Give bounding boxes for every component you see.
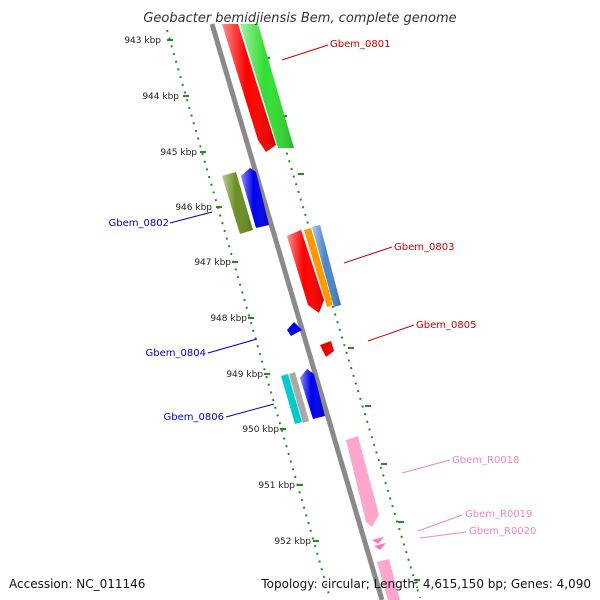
gene-steelblue-forward[interactable] [312,225,341,307]
genome-summary-text: Topology: circular; Length: 4,615,150 bp… [261,577,591,591]
gene-gbem-r0018[interactable] [346,436,379,527]
gene-green-forward[interactable] [240,24,294,148]
gene-pink-bottom[interactable] [377,559,400,600]
label-gbem-0803[interactable]: Gbem_0803 [394,242,454,253]
tick-labels: 943 kbp 944 kbp 945 kbp 946 kbp 947 kbp … [124,36,311,547]
leader-line [417,514,463,532]
tick-label: 946 kbp [175,203,212,213]
tick-label: 944 kbp [142,92,179,102]
gene-orange-forward[interactable] [304,228,333,307]
leader-line [401,459,451,474]
label-gbem-0806[interactable]: Gbem_0806 [164,412,224,423]
genome-backbone [209,23,385,600]
gene-gray-reverse[interactable] [289,372,309,423]
tick-label: 943 kbp [124,36,161,46]
tick-label: 947 kbp [194,258,231,268]
leader-line [367,324,415,342]
tick-label: 950 kbp [242,425,279,435]
major-ticks [167,39,420,581]
leader-line [419,531,467,539]
label-gbem-0805[interactable]: Gbem_0805 [416,320,476,331]
leader-line [343,246,393,264]
gene-gbem-0803[interactable] [287,230,324,313]
gene-cyan-reverse[interactable] [281,374,302,424]
leader-line [225,403,275,418]
label-gbem-r0019[interactable]: Gbem_R0019 [465,509,532,520]
leader-line [207,338,258,354]
gene-gbem-0805[interactable] [320,341,334,357]
gene-gbem-0802[interactable] [241,168,269,228]
label-gbem-r0018[interactable]: Gbem_R0018 [452,455,519,466]
leader-line [281,44,329,61]
label-gbem-r0020[interactable]: Gbem_R0020 [469,526,536,537]
tick-label: 948 kbp [210,314,247,324]
tick-label: 949 kbp [226,370,263,380]
gene-gbem-0801[interactable] [222,24,276,152]
leader-line [169,211,213,224]
gene-gbem-r0019[interactable] [372,537,384,544]
tick-label: 951 kbp [258,481,295,491]
accession-text: Accession: NC_011146 [9,577,146,591]
leader-lines [169,44,467,539]
label-gbem-0802[interactable]: Gbem_0802 [109,218,169,229]
tick-label: 945 kbp [160,148,197,158]
label-gbem-0804[interactable]: Gbem_0804 [146,348,206,359]
map-title: Geobacter bemidjiensis Bem, complete gen… [143,11,456,26]
right-tick-rail [249,29,421,599]
gene-gbem-0804[interactable] [287,322,302,336]
gene-olive-reverse[interactable] [222,172,253,234]
tick-label: 952 kbp [274,537,311,547]
gene-gbem-r0020[interactable] [374,543,386,550]
left-tick-rail [166,29,331,599]
gene-gbem-0806[interactable] [300,369,325,419]
label-gbem-0801[interactable]: Gbem_0801 [330,39,390,50]
